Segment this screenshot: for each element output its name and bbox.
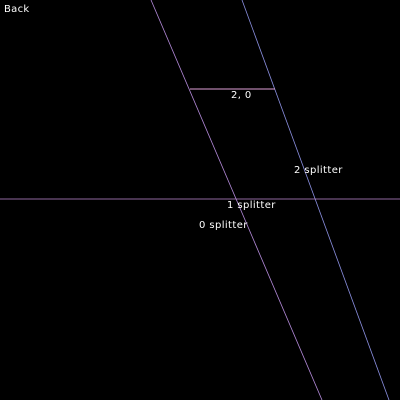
diagonal-line-right xyxy=(241,0,390,400)
splitter-0-label: 0 splitter xyxy=(199,220,248,231)
diagonal-line-left xyxy=(150,0,323,400)
back-button[interactable]: Back xyxy=(4,4,30,15)
splitter-2-label: 2 splitter xyxy=(294,165,343,176)
splitter-1-label: 1 splitter xyxy=(227,200,276,211)
segment-label: 2, 0 xyxy=(231,90,252,101)
